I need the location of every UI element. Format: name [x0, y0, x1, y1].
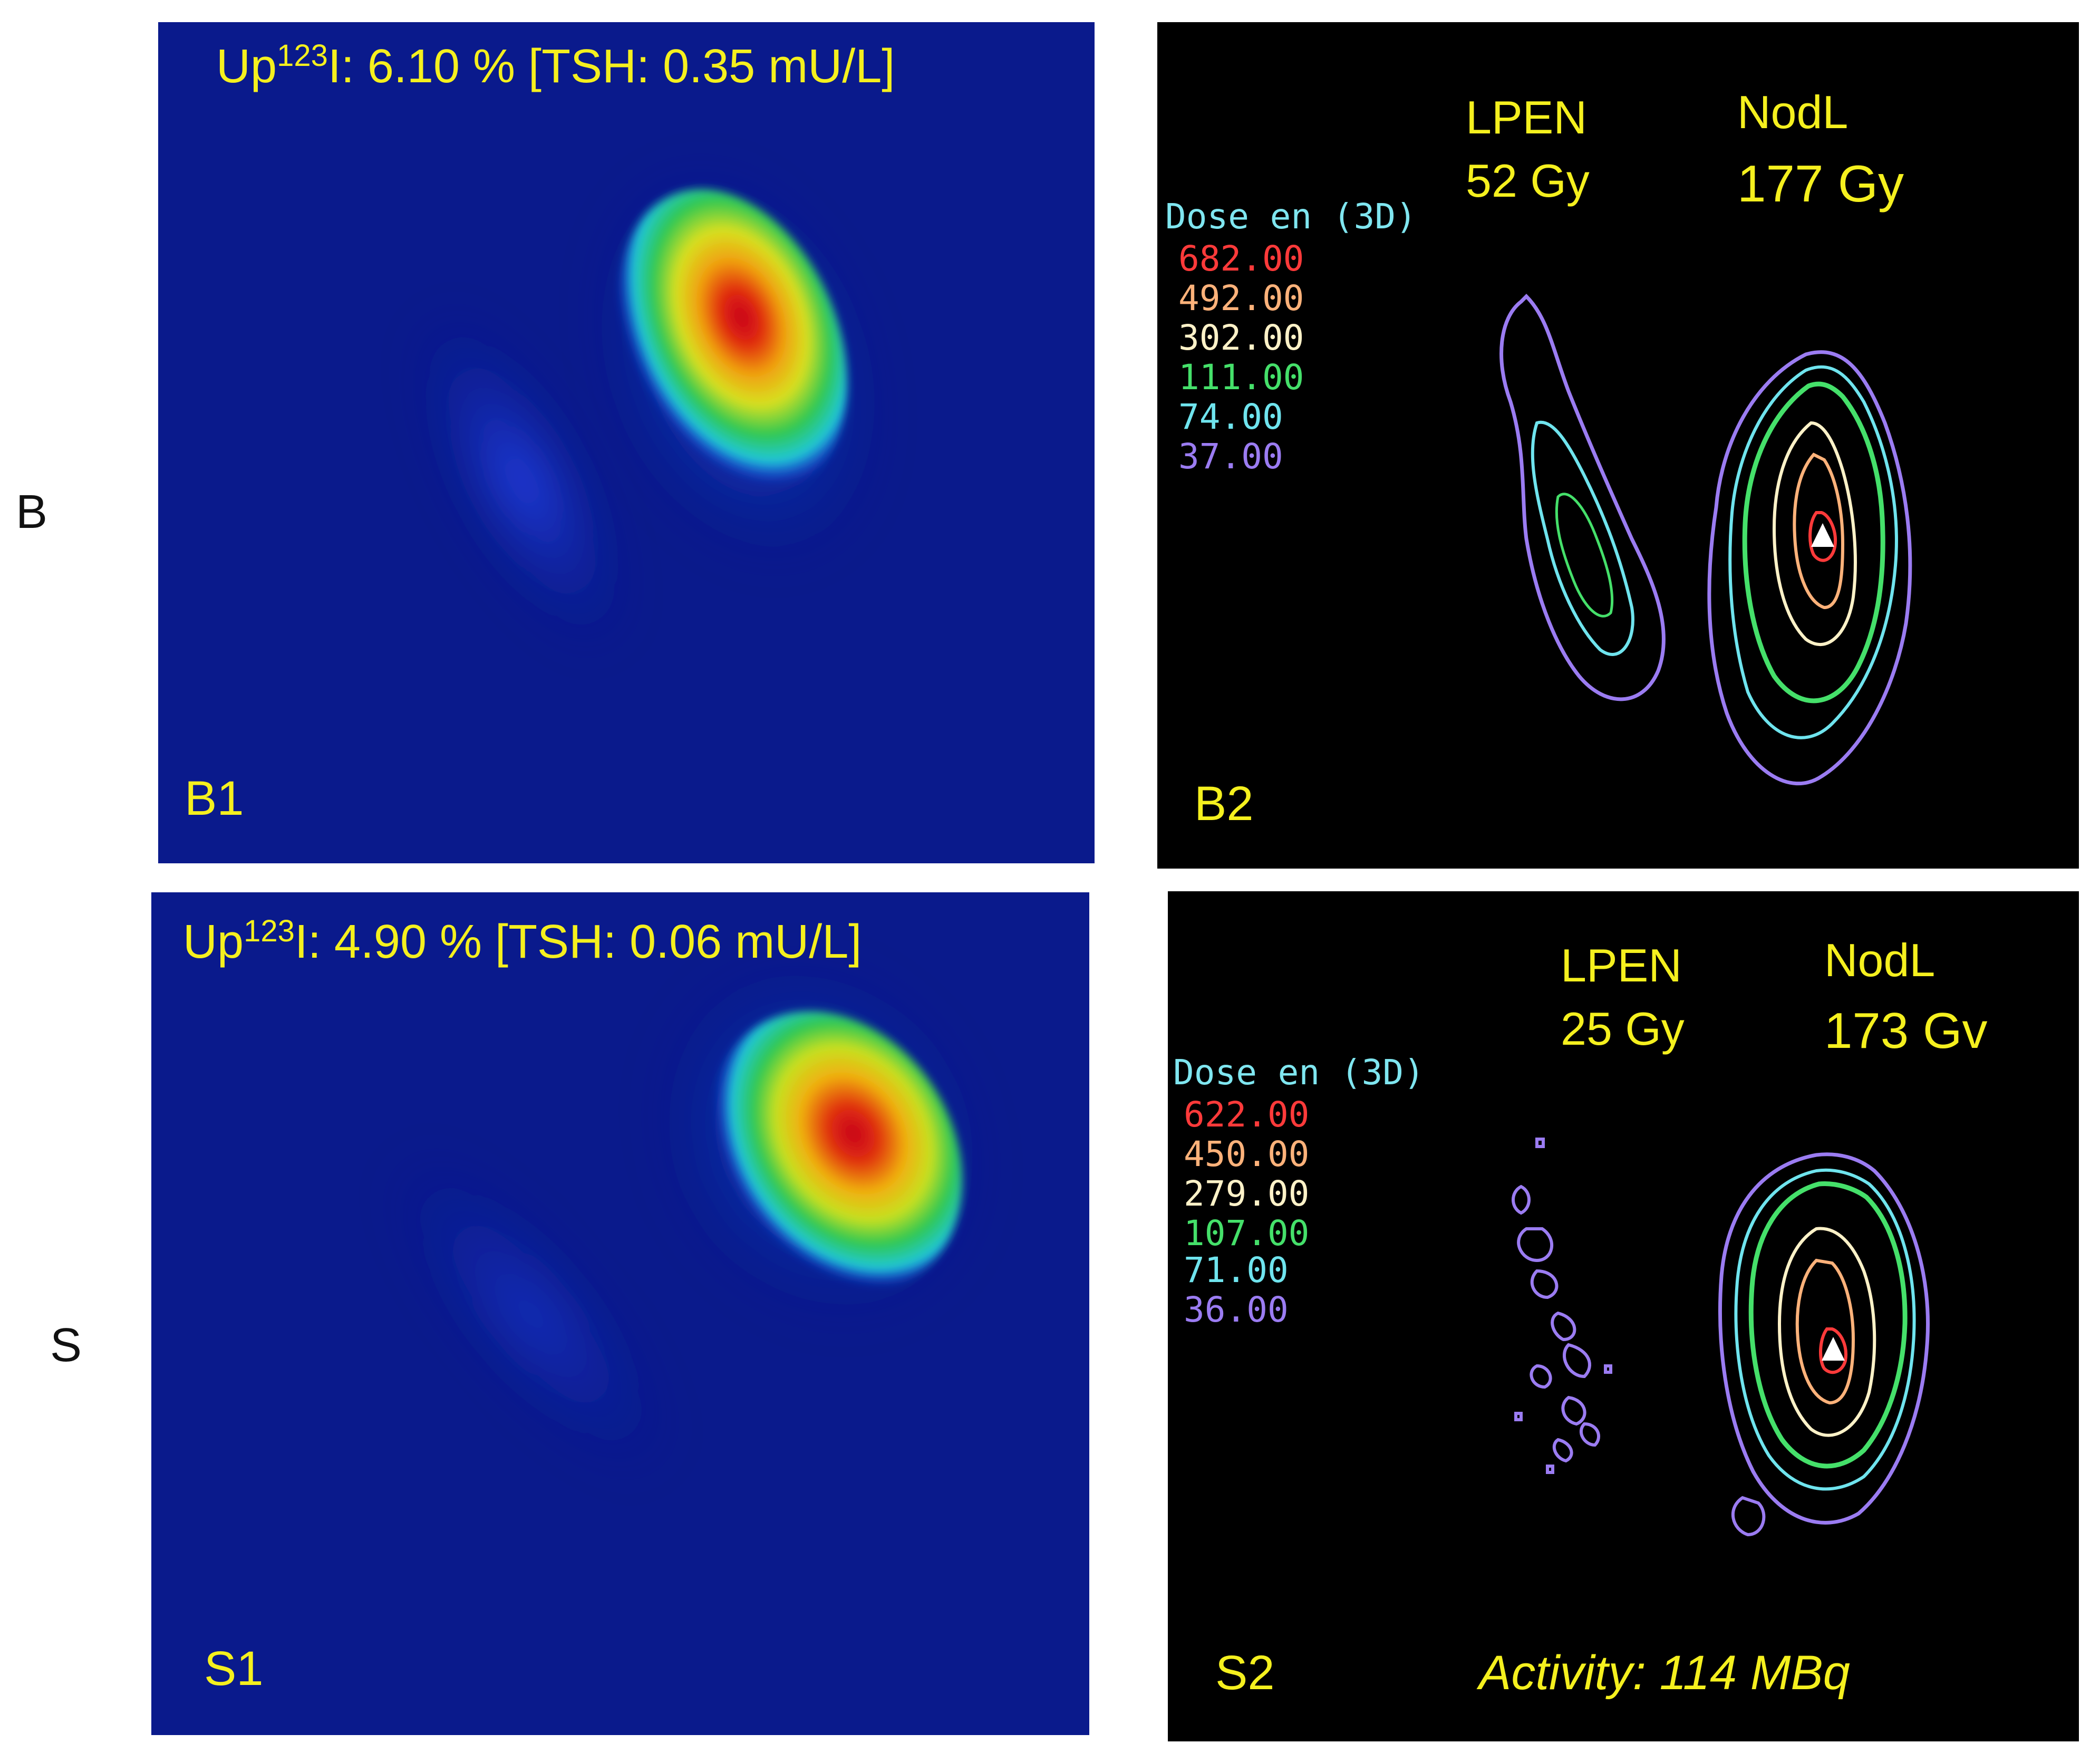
scintigraphy-image-s1 [393, 958, 988, 1473]
nodl-contour-36 [1718, 1152, 1930, 1525]
legend-value: 36.00 [1184, 1289, 1289, 1330]
legend-value: 71.00 [1184, 1250, 1289, 1290]
nodl-contour-302 [1772, 421, 1857, 647]
nodl-contour-111 [1742, 381, 1885, 704]
nodl-contour-107 [1748, 1181, 1908, 1469]
nodl-label-s2: NodL [1824, 934, 1936, 986]
nodl-contour-74 [1728, 365, 1898, 739]
legend-value: 682.00 [1178, 238, 1304, 279]
legend-value: 302.00 [1178, 317, 1304, 358]
legend-value: 279.00 [1184, 1173, 1310, 1214]
isotope-superscript: 123 [277, 38, 328, 73]
uptake-value: I: 4.90 % [TSH: 0.06 mU/L] [294, 916, 862, 968]
uptake-label-b1: Up123I: 6.10 % [TSH: 0.35 mU/L] [216, 38, 895, 94]
lpen-label-b2: LPEN [1466, 91, 1587, 143]
lpen-contour-inner [1555, 493, 1614, 618]
nodl-contour-279 [1777, 1227, 1876, 1437]
isotope-superscript: 123 [244, 914, 295, 948]
dose-contours-b2 [1499, 294, 1912, 786]
nodl-dose-b2: 177 Gy [1737, 155, 1904, 213]
nodl-contour-37 [1707, 350, 1912, 786]
legend-value: 37.00 [1178, 436, 1283, 477]
nodl-contour-622 [1819, 1327, 1847, 1374]
nodl-label-b2: NodL [1737, 86, 1849, 138]
legend-value: 111.00 [1178, 357, 1304, 398]
nodl-contour-492 [1793, 452, 1845, 610]
lpen-label-s2: LPEN [1561, 939, 1682, 991]
dose-legend-title-b2: Dose en (3D) [1165, 196, 1417, 237]
panel-id-b1: B1 [185, 772, 244, 825]
nodl-dose-s2: 173 Gv [1824, 1003, 1988, 1059]
lpen-scatter-contours [1512, 1138, 1612, 1474]
scintigraphy-image-b1 [414, 161, 886, 652]
nodl-contour-71 [1734, 1168, 1916, 1491]
legend-value: 74.00 [1178, 397, 1283, 437]
panel-id-b2: B2 [1194, 777, 1254, 831]
uptake-prefix: Up [216, 40, 277, 93]
nodl-contour-450 [1795, 1258, 1855, 1405]
uptake-label-s1: Up123I: 4.90 % [TSH: 0.06 mU/L] [183, 913, 862, 969]
legend-value: 622.00 [1184, 1094, 1310, 1135]
uptake-prefix: Up [183, 916, 244, 968]
activity-label: Activity: 114 MBq [1479, 1646, 1850, 1700]
dose-map-panel-b2: LPEN 52 Gy NodL 177 Gy Dose en (3D) 682.… [1157, 22, 2079, 869]
nodl-tail-contour [1731, 1496, 1766, 1537]
lpen-dose-s2: 25 Gy [1561, 1003, 1685, 1055]
lpen-dose-b2: 52 Gy [1466, 155, 1590, 207]
lpen-contour-outer [1499, 294, 1666, 701]
lpen-contour-mid [1531, 420, 1634, 656]
dose-contours-s2 [1512, 1138, 1930, 1537]
scintigraphy-panel-s1: Up123I: 4.90 % [TSH: 0.06 mU/L] S1 [151, 892, 1089, 1735]
legend-value: 107.00 [1184, 1213, 1310, 1254]
row-label-b: B [16, 486, 48, 538]
max-dose-marker [1822, 1337, 1845, 1361]
max-dose-marker [1811, 523, 1834, 547]
uptake-value: I: 6.10 % [TSH: 0.35 mU/L] [327, 40, 895, 93]
nodl-contour-682 [1808, 511, 1837, 562]
panel-id-s2: S2 [1215, 1646, 1275, 1700]
dose-legend-title-s2: Dose en (3D) [1173, 1052, 1425, 1093]
scintigraphy-panel-b1: Up123I: 6.10 % [TSH: 0.35 mU/L] B1 [158, 22, 1095, 863]
legend-value: 492.00 [1178, 278, 1304, 319]
dose-map-panel-s2: LPEN 25 Gy NodL 173 Gv Dose en (3D) 622.… [1168, 891, 2079, 1741]
panel-id-s1: S1 [204, 1642, 264, 1696]
row-label-s: S [50, 1319, 82, 1372]
legend-value: 450.00 [1184, 1134, 1310, 1174]
